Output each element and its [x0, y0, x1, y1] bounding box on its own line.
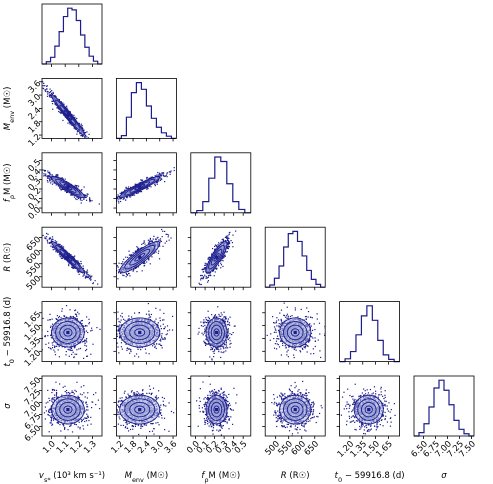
panel-menv-vs: 1.21.82.43.03.6	[27, 78, 103, 149]
panel-frame	[41, 152, 103, 214]
panel-sigma-vs: 1.01.11.21.36.506.757.007.257.50	[23, 375, 103, 456]
density-peak	[138, 255, 142, 259]
panel-t0-menv	[113, 301, 177, 365]
x-axis-label-R: R (R☉)	[281, 471, 310, 481]
panel-frame	[190, 226, 252, 288]
panel-frame	[41, 375, 103, 437]
contours-sigma-vs	[51, 394, 85, 425]
panel-frame	[41, 226, 103, 288]
panel-t0-R	[262, 301, 326, 365]
contours-t0-vs	[51, 317, 85, 348]
density-peak	[66, 255, 70, 259]
density-peak	[138, 330, 142, 335]
x-axis-label-fpM: fρM (M☉)	[201, 471, 240, 484]
contours-t0-R	[279, 317, 312, 348]
panel-fpM-menv	[113, 152, 177, 216]
panel-frame	[41, 301, 103, 363]
y-axis-label-menv: Menv (M☉)	[3, 87, 16, 131]
panel-sigma-fpM: 0.00.10.20.30.40.5	[185, 375, 252, 456]
panel-sigma-t0: 1.201.351.501.65	[336, 375, 401, 460]
x-axis-label-vs: vs* (10³ km s⁻¹)	[39, 471, 105, 484]
density-peak	[214, 408, 219, 412]
contours-R-vs	[51, 241, 85, 274]
contours-R-menv	[119, 241, 161, 274]
contours-t0-menv	[119, 317, 161, 348]
panel-fpM-vs: 0.00.10.20.30.40.5	[27, 152, 103, 222]
panel-t0-t0	[339, 301, 401, 365]
panel-R-menv	[113, 226, 177, 291]
density-peak	[66, 185, 70, 189]
panel-frame	[190, 301, 252, 363]
panel-frame	[41, 3, 103, 65]
density-peak	[138, 408, 142, 412]
density-peak	[367, 408, 371, 412]
histogram-fpM	[190, 156, 251, 214]
x-axis-label-t0: t0 − 59916.8 (d)	[335, 471, 405, 484]
panel-menv-menv	[116, 78, 177, 142]
contours-sigma-menv	[119, 394, 161, 425]
panel-frame	[190, 152, 252, 214]
histogram-sigma	[414, 379, 474, 437]
panel-frame	[264, 226, 326, 288]
contours-sigma-R	[279, 394, 312, 425]
panel-t0-vs: 1.201.351.501.65	[23, 301, 103, 369]
panel-frame	[413, 375, 475, 437]
panel-fpM-fpM	[190, 152, 252, 216]
density-peak	[293, 408, 297, 412]
x-axis-label-menv: Menv (M☉)	[125, 471, 169, 484]
y-axis-label-R: R (R☉)	[3, 243, 13, 272]
density-peak	[66, 113, 70, 117]
panel-frame	[264, 375, 326, 437]
panel-frame	[264, 301, 326, 363]
panel-R-fpM	[187, 226, 252, 291]
x-axis-label-sigma: σ	[441, 471, 447, 481]
panel-sigma-sigma: 6.506.757.007.257.50	[409, 375, 478, 460]
x-tick-label: 3.6	[163, 439, 180, 456]
y-axis-label-t0: t0 − 59916.8 (d)	[3, 297, 16, 367]
histogram-vs	[42, 7, 102, 65]
x-tick-label: 1.3	[82, 439, 99, 456]
panel-sigma-menv: 1.21.82.43.03.6	[109, 375, 180, 456]
y-axis-label-sigma: σ	[3, 403, 13, 409]
panel-R-R	[264, 226, 326, 291]
panel-frame	[339, 375, 401, 437]
histogram-t0	[339, 305, 400, 363]
density-peak	[214, 330, 219, 335]
contours-fpM-menv	[119, 176, 161, 199]
contours-sigma-t0	[353, 394, 384, 425]
panel-frame	[190, 375, 252, 437]
density-peak	[293, 330, 297, 335]
panel-frame	[41, 78, 103, 139]
panel-t0-fpM	[187, 301, 252, 365]
histogram-menv	[116, 82, 177, 139]
density-peak	[138, 185, 142, 189]
panel-frame	[339, 301, 401, 363]
panel-vs-vs	[41, 3, 103, 67]
contours-sigma-fpM	[205, 394, 228, 425]
density-peak	[66, 408, 70, 412]
y-axis-label-fpM: fρM (M☉)	[3, 163, 16, 202]
density-peak	[66, 330, 70, 335]
density-peak	[214, 255, 219, 259]
x-tick-label: 650	[303, 439, 322, 458]
contours-menv-vs	[51, 94, 85, 136]
histogram-R	[265, 230, 326, 288]
panel-frame	[116, 78, 177, 139]
contours-R-fpM	[205, 241, 228, 274]
contours-fpM-vs	[51, 176, 85, 199]
contours-t0-fpM	[205, 317, 228, 348]
